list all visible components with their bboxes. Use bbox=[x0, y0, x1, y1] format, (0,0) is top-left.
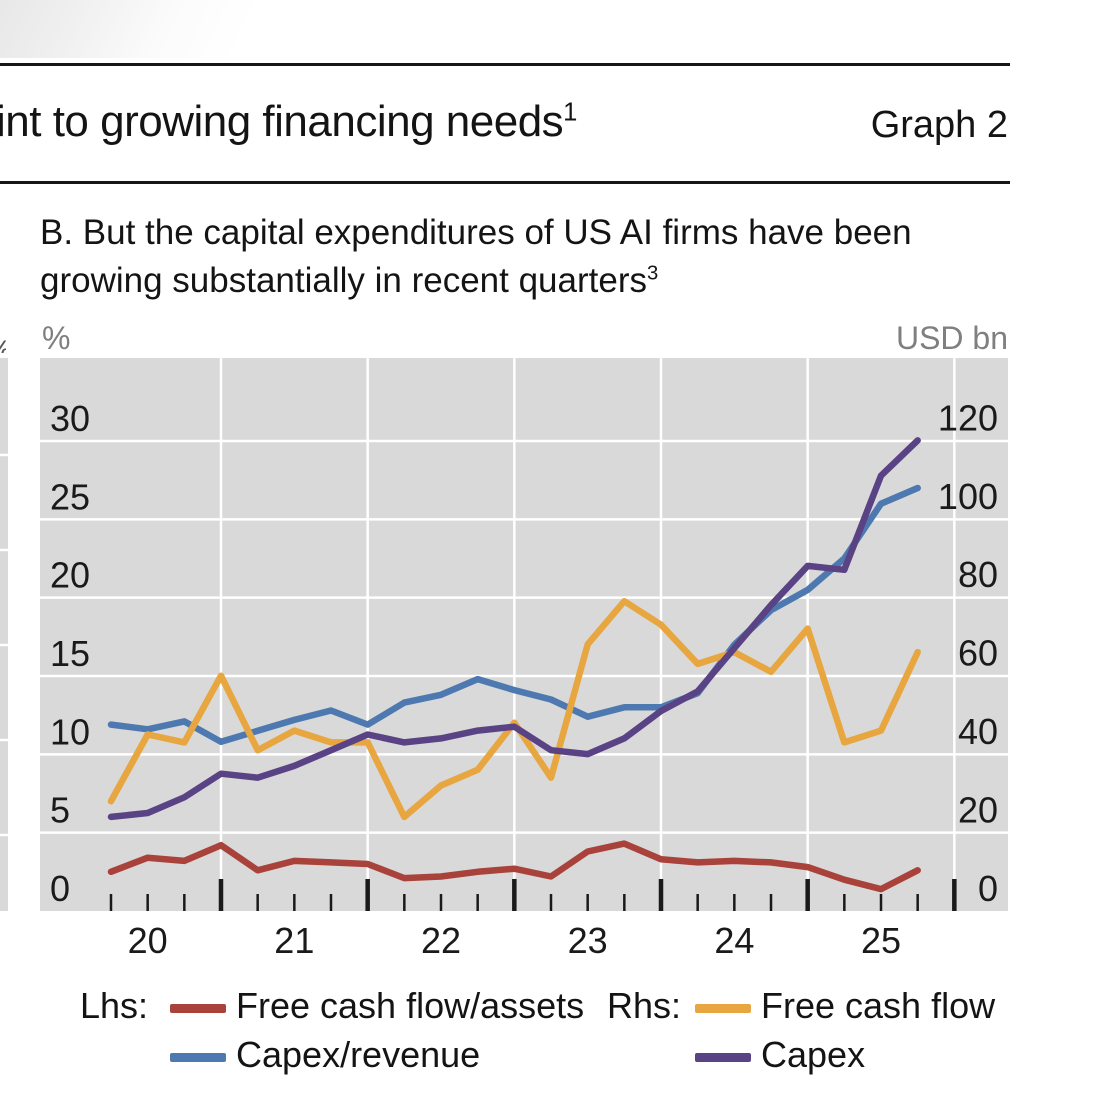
graph-title-text: int to growing financing needs bbox=[0, 97, 564, 146]
left-axis-tick-label: 30 bbox=[50, 398, 90, 439]
x-axis-year-label: 21 bbox=[274, 920, 314, 961]
graph-title: int to growing financing needs1 bbox=[0, 97, 577, 147]
panel-subtitle: B. But the capital expenditures of US AI… bbox=[40, 209, 970, 305]
legend-rhs-label: Rhs: bbox=[607, 985, 682, 1026]
series-line-free-cash-flow-assets bbox=[107, 840, 921, 893]
left-axis-tick-label: 10 bbox=[50, 711, 90, 752]
plot-area bbox=[40, 358, 1008, 911]
right-axis-tick-label: 80 bbox=[958, 554, 998, 595]
x-axis-year-label: 22 bbox=[421, 920, 461, 961]
legend-item-free-cash-flow-assets: Free cash flow/assets bbox=[236, 985, 585, 1026]
left-axis-tick-label: 5 bbox=[50, 790, 70, 831]
left-axis-tick-label: 20 bbox=[50, 555, 90, 596]
legend-swatch-capex-revenue bbox=[170, 1053, 226, 1062]
legend-swatch-free-cash-flow bbox=[695, 1004, 751, 1013]
right-axis-tick-label: 120 bbox=[938, 397, 998, 438]
cropped-neighbor-glyph: % bbox=[0, 335, 6, 353]
neighbor-panel-edge bbox=[0, 358, 8, 911]
legend-swatch-capex bbox=[695, 1053, 751, 1062]
right-axis-tick-label: 100 bbox=[938, 476, 998, 517]
left-axis-tick-label: 0 bbox=[50, 868, 70, 909]
x-axis-year-label: 25 bbox=[861, 920, 901, 961]
left-axis-tick-label: 15 bbox=[50, 633, 90, 674]
right-axis-tick-label: 0 bbox=[978, 868, 998, 909]
right-axis-unit: USD bn bbox=[895, 320, 1008, 356]
series-line-capex-revenue bbox=[107, 484, 921, 746]
header-rule-top bbox=[0, 63, 1010, 66]
legend-lhs-label: Lhs: bbox=[80, 985, 149, 1026]
legend-item-free-cash-flow: Free cash flow bbox=[761, 985, 996, 1026]
x-axis-year-label: 24 bbox=[714, 920, 754, 961]
legend-item-capex-revenue: Capex/revenue bbox=[236, 1034, 481, 1075]
left-axis-unit: % bbox=[42, 320, 71, 356]
corner-shadow-artifact bbox=[0, 0, 270, 58]
panel-subtitle-text: B. But the capital expenditures of US AI… bbox=[40, 213, 912, 300]
x-axis-year-label: 23 bbox=[568, 920, 608, 961]
series-line-capex bbox=[107, 437, 921, 821]
graph-number-label: Graph 2 bbox=[871, 104, 1008, 147]
graph-number-text: Graph 2 bbox=[870, 104, 1008, 146]
series-line-free-cash-flow bbox=[107, 597, 921, 821]
header-rule-bottom bbox=[0, 181, 1010, 184]
graph-title-footnote-marker: 1 bbox=[563, 98, 577, 127]
right-axis-tick-label: 60 bbox=[958, 633, 998, 674]
legend-swatch-free-cash-flow-assets bbox=[170, 1004, 226, 1013]
left-axis-tick-label: 25 bbox=[50, 476, 90, 517]
x-axis-year-label: 20 bbox=[128, 920, 168, 961]
right-axis-tick-label: 40 bbox=[958, 711, 998, 752]
panel-subtitle-footnote-marker: 3 bbox=[646, 262, 659, 285]
right-axis-tick-label: 20 bbox=[958, 790, 998, 831]
legend-item-capex: Capex bbox=[761, 1034, 866, 1075]
